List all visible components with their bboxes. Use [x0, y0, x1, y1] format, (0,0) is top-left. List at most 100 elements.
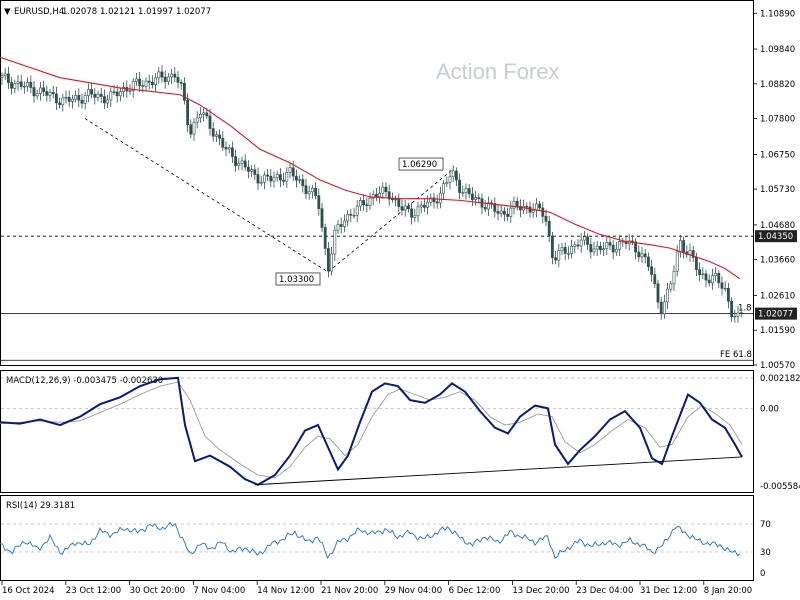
candle: [672, 265, 676, 291]
candle: [157, 67, 161, 84]
price-level-tag-1: 1.02077: [755, 307, 797, 320]
candle: [422, 198, 426, 213]
candle: [707, 274, 711, 287]
candle: [144, 77, 148, 91]
time-tick-label: 7 Nov 04:00: [193, 586, 245, 596]
candle: [566, 246, 570, 260]
candle: [726, 282, 730, 309]
candle: [438, 186, 442, 209]
candle: [215, 131, 218, 143]
candle: [502, 207, 506, 222]
candle: [608, 238, 612, 250]
candle: [45, 85, 49, 102]
candle: [378, 186, 382, 204]
candle: [419, 200, 423, 214]
candle: [19, 74, 23, 90]
candle: [400, 199, 404, 216]
candle: [13, 79, 17, 94]
candle: [614, 242, 618, 256]
candle: [723, 281, 727, 292]
candle: [278, 168, 282, 188]
price-header-close: 1.02077: [176, 7, 211, 17]
candle: [160, 64, 164, 83]
price-header-open: 1.02078: [62, 7, 97, 17]
macd-header: MACD(12,26,9) -0.003475 -0.002630: [6, 376, 163, 386]
candle: [515, 196, 519, 211]
candle: [442, 180, 446, 201]
candle: [135, 73, 138, 87]
candle: [243, 154, 247, 171]
candle: [138, 71, 142, 92]
candle: [598, 241, 602, 255]
candle: [266, 169, 270, 182]
rsi-header: RSI(14) 29.3181: [6, 501, 75, 511]
price-tick-label: 1.04680: [760, 221, 795, 231]
candle: [253, 164, 257, 180]
candle: [224, 141, 228, 157]
candle: [80, 93, 84, 109]
candle: [22, 81, 26, 94]
candle: [435, 194, 439, 209]
candle: [3, 67, 7, 80]
candle: [349, 208, 353, 223]
candle: [582, 230, 586, 246]
price-tick-label: 1.05730: [760, 185, 795, 195]
candle: [192, 118, 196, 141]
candle: [317, 188, 321, 216]
candle: [77, 88, 81, 108]
candle: [704, 269, 708, 288]
candle: [211, 122, 215, 142]
candle: [611, 240, 615, 260]
candle: [64, 90, 68, 104]
candle: [554, 251, 558, 265]
time-tick-label: 23 Oct 12:00: [66, 586, 121, 596]
price-tick-label: 1.01590: [760, 326, 795, 336]
candle: [179, 79, 183, 90]
candle: [509, 201, 513, 223]
watermark-text: Action Forex: [436, 59, 560, 84]
candle: [714, 267, 718, 282]
candle: [461, 185, 465, 197]
candle: [416, 201, 420, 223]
candle: [314, 182, 318, 200]
candle: [38, 82, 42, 101]
candle: [397, 193, 401, 212]
candle: [570, 239, 574, 259]
candle: [586, 233, 590, 251]
candle: [221, 131, 225, 152]
candle: [464, 183, 468, 200]
price-tick-label: 1.10890: [760, 9, 795, 19]
price-tick-label: 1.00570: [760, 361, 795, 371]
time-tick-label: 21 Nov 20:00: [321, 586, 378, 596]
candle: [231, 141, 234, 163]
candle: [298, 175, 302, 184]
candle: [163, 70, 167, 89]
candle: [10, 77, 14, 95]
candle: [458, 173, 462, 200]
candle: [406, 202, 410, 213]
candle: [518, 199, 522, 218]
rsi-plot: [0, 521, 753, 560]
candle: [701, 267, 705, 280]
price-tick-label: 1.06750: [760, 150, 795, 160]
price-annotation-label-0: 1.06290: [402, 160, 437, 170]
candle: [310, 185, 314, 199]
candle: [346, 210, 350, 227]
macd-panel-frame: [0, 370, 754, 493]
candle: [173, 66, 177, 83]
candle: [653, 267, 657, 288]
time-tick-label: 6 Dec 12:00: [449, 586, 501, 596]
collapse-triangle-icon[interactable]: ▼: [4, 7, 11, 17]
macd-tick-label: 0.00: [760, 404, 779, 414]
price-header-low: 1.01997: [138, 7, 173, 17]
rsi-panel-frame: [0, 495, 754, 581]
candle: [413, 208, 417, 222]
candle: [470, 187, 474, 207]
candle: [67, 90, 71, 107]
candle: [448, 169, 452, 190]
time-tick-label: 30 Oct 20:00: [130, 586, 185, 596]
time-tick-label: 31 Dec 12:00: [640, 586, 697, 596]
macd-plot: [0, 376, 753, 486]
candle: [48, 89, 52, 102]
